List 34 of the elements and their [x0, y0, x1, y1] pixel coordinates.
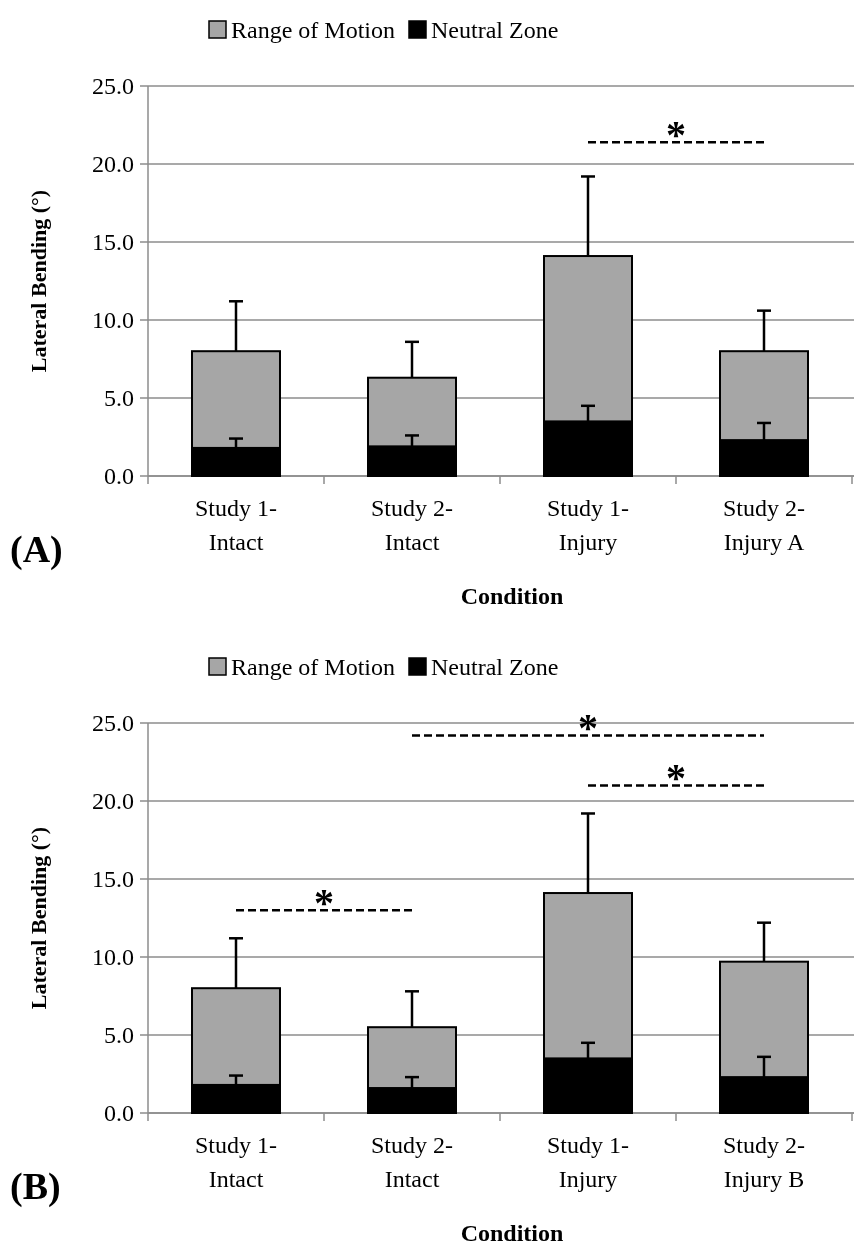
y-tick-label: 0.0 — [104, 463, 134, 490]
legend-label: Neutral Zone — [431, 17, 559, 44]
x-tick-label: Study 1-Intact — [194, 495, 278, 555]
y-tick-label: 20.0 — [92, 788, 134, 815]
text: (B) — [10, 1165, 61, 1208]
annotation: * — [666, 112, 686, 158]
y-tick-label: 10.0 — [92, 307, 134, 334]
x-tick-label: Study 2-Intact — [370, 495, 454, 555]
y-axis-title: Lateral Bending (°) — [26, 189, 51, 373]
y-tick-label: 15.0 — [92, 229, 134, 256]
x-tick-label: Study 1-Injury — [546, 495, 630, 555]
annotation: * — [578, 705, 598, 751]
y-tick-label: 10.0 — [92, 944, 134, 971]
x-axis-title: Condition — [460, 583, 564, 609]
y-tick-label: 0.0 — [104, 1100, 134, 1127]
y-tick-label: 5.0 — [104, 1022, 134, 1049]
legend-label: Range of Motion — [231, 17, 395, 44]
y-tick-label: 25.0 — [92, 73, 134, 100]
x-tick-label: Study 2-Intact — [370, 1132, 454, 1192]
y-tick-label: 15.0 — [92, 866, 134, 893]
y-axis-title: Lateral Bending (°) — [26, 826, 51, 1010]
legend-label: Range of Motion — [231, 654, 395, 681]
x-tick-label: Study 1-Intact — [194, 1132, 278, 1192]
annotation: * — [314, 880, 334, 926]
y-tick-label: 25.0 — [92, 710, 134, 737]
x-axis-title: Condition — [460, 1220, 564, 1243]
x-tick-label: Study 2-Injury A — [722, 495, 806, 555]
y-tick-label: 5.0 — [104, 385, 134, 412]
x-tick-label: Study 1-Injury — [546, 1132, 630, 1192]
y-tick-label: 20.0 — [92, 151, 134, 178]
text: (A) — [10, 528, 63, 571]
x-tick-label: Study 2-Injury B — [722, 1132, 806, 1192]
annotation: * — [666, 755, 686, 801]
legend-label: Neutral Zone — [431, 654, 559, 681]
